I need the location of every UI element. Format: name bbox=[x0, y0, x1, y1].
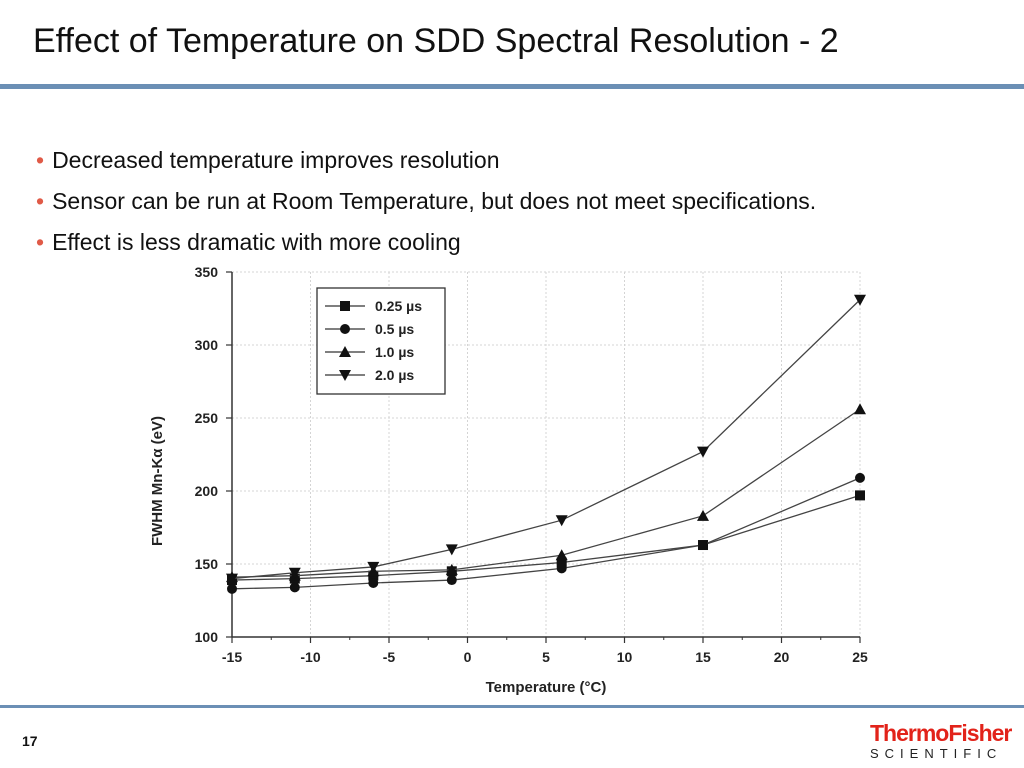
logo-subtitle: SCIENTIFIC bbox=[870, 746, 1003, 761]
y-tick-label: 350 bbox=[195, 264, 219, 280]
data-point-1 bbox=[698, 540, 708, 551]
data-point-3 bbox=[854, 294, 866, 306]
legend-entry-label: 2.0 µs bbox=[375, 367, 414, 383]
legend-marker bbox=[340, 301, 350, 311]
legend: 0.25 µs 0.5 µs 1.0 µs 2.0 µs bbox=[316, 287, 446, 395]
legend-marker bbox=[340, 324, 350, 334]
legend-entry-label: 0.25 µs bbox=[375, 298, 422, 314]
slide-title: Effect of Temperature on SDD Spectral Re… bbox=[33, 22, 839, 60]
data-point-3 bbox=[226, 573, 238, 585]
data-point-0 bbox=[855, 490, 865, 501]
data-point-3 bbox=[697, 446, 709, 458]
bullet-dot: • bbox=[36, 147, 45, 173]
x-tick-label: -5 bbox=[383, 649, 396, 665]
x-tick-label: -10 bbox=[300, 649, 320, 665]
data-point-3 bbox=[367, 561, 380, 573]
data-point-3 bbox=[445, 544, 458, 556]
x-axis-label: Temperature (°C) bbox=[486, 679, 607, 696]
footer-divider bbox=[0, 705, 1024, 708]
data-point-2 bbox=[697, 509, 709, 521]
legend-marker bbox=[339, 346, 351, 357]
data-point-0 bbox=[556, 557, 567, 568]
axes: -15 -10 -5 0 5 10 15 20 25 100 150 200 250 300 350 bbox=[195, 264, 868, 665]
x-tick-label: 10 bbox=[617, 649, 633, 665]
bullet-item: • Decreased temperature improves resoluti… bbox=[36, 140, 816, 181]
title-divider bbox=[0, 84, 1024, 89]
y-tick-label: 200 bbox=[195, 483, 219, 499]
series-lines bbox=[226, 294, 866, 594]
bullet-text: Sensor can be run at Room Temperature, b… bbox=[52, 188, 817, 214]
legend-entry-label: 1.0 µs bbox=[375, 344, 414, 360]
bullet-item: • Effect is less dramatic with more cooli… bbox=[36, 222, 816, 263]
y-tick-label: 100 bbox=[195, 629, 219, 645]
y-axis-label: FWHM Mn-Kα (eV) bbox=[149, 416, 166, 546]
legend-box bbox=[316, 287, 446, 395]
data-point-1 bbox=[368, 577, 379, 588]
data-point-1 bbox=[556, 563, 567, 574]
y-tick-label: 300 bbox=[195, 337, 219, 353]
x-tick-label: 25 bbox=[852, 649, 868, 665]
data-point-1 bbox=[227, 583, 237, 594]
x-tick-label: -15 bbox=[222, 649, 242, 665]
legend-entry-label: 0.5 µs bbox=[375, 321, 414, 337]
data-point-1 bbox=[855, 472, 865, 483]
data-point-1 bbox=[289, 582, 300, 593]
data-point-1 bbox=[446, 575, 457, 586]
page-number: 17 bbox=[22, 733, 38, 749]
x-tick-label: 15 bbox=[695, 649, 711, 665]
data-point-3 bbox=[288, 567, 301, 579]
data-point-3 bbox=[555, 515, 568, 527]
fwhm-temperature-chart: -15 -10 -5 0 5 10 15 20 25 100 150 200 250 300 350 0.2… bbox=[149, 264, 868, 696]
bullet-text: Effect is less dramatic with more coolin… bbox=[52, 229, 461, 255]
thermofisher-logo: ThermoFisher SCIENTIFIC bbox=[870, 720, 1012, 764]
bullet-dot: • bbox=[36, 229, 45, 255]
bullet-list: • Decreased temperature improves resoluti… bbox=[36, 140, 816, 263]
logo-wordmark: ThermoFisher bbox=[870, 720, 1012, 746]
bullet-text: Decreased temperature improves resolutio… bbox=[52, 147, 500, 173]
bullet-dot: • bbox=[36, 188, 45, 214]
data-point-2 bbox=[555, 549, 568, 561]
y-tick-label: 150 bbox=[195, 556, 219, 572]
x-tick-label: 20 bbox=[774, 649, 790, 665]
x-tick-label: 5 bbox=[542, 649, 550, 665]
x-tick-label: 0 bbox=[464, 649, 472, 665]
legend-marker bbox=[339, 370, 351, 381]
data-point-2 bbox=[854, 403, 866, 415]
data-point-2 bbox=[445, 563, 458, 575]
bullet-item: • Sensor can be run at Room Temperature, … bbox=[36, 181, 816, 222]
y-tick-label: 250 bbox=[195, 410, 219, 426]
